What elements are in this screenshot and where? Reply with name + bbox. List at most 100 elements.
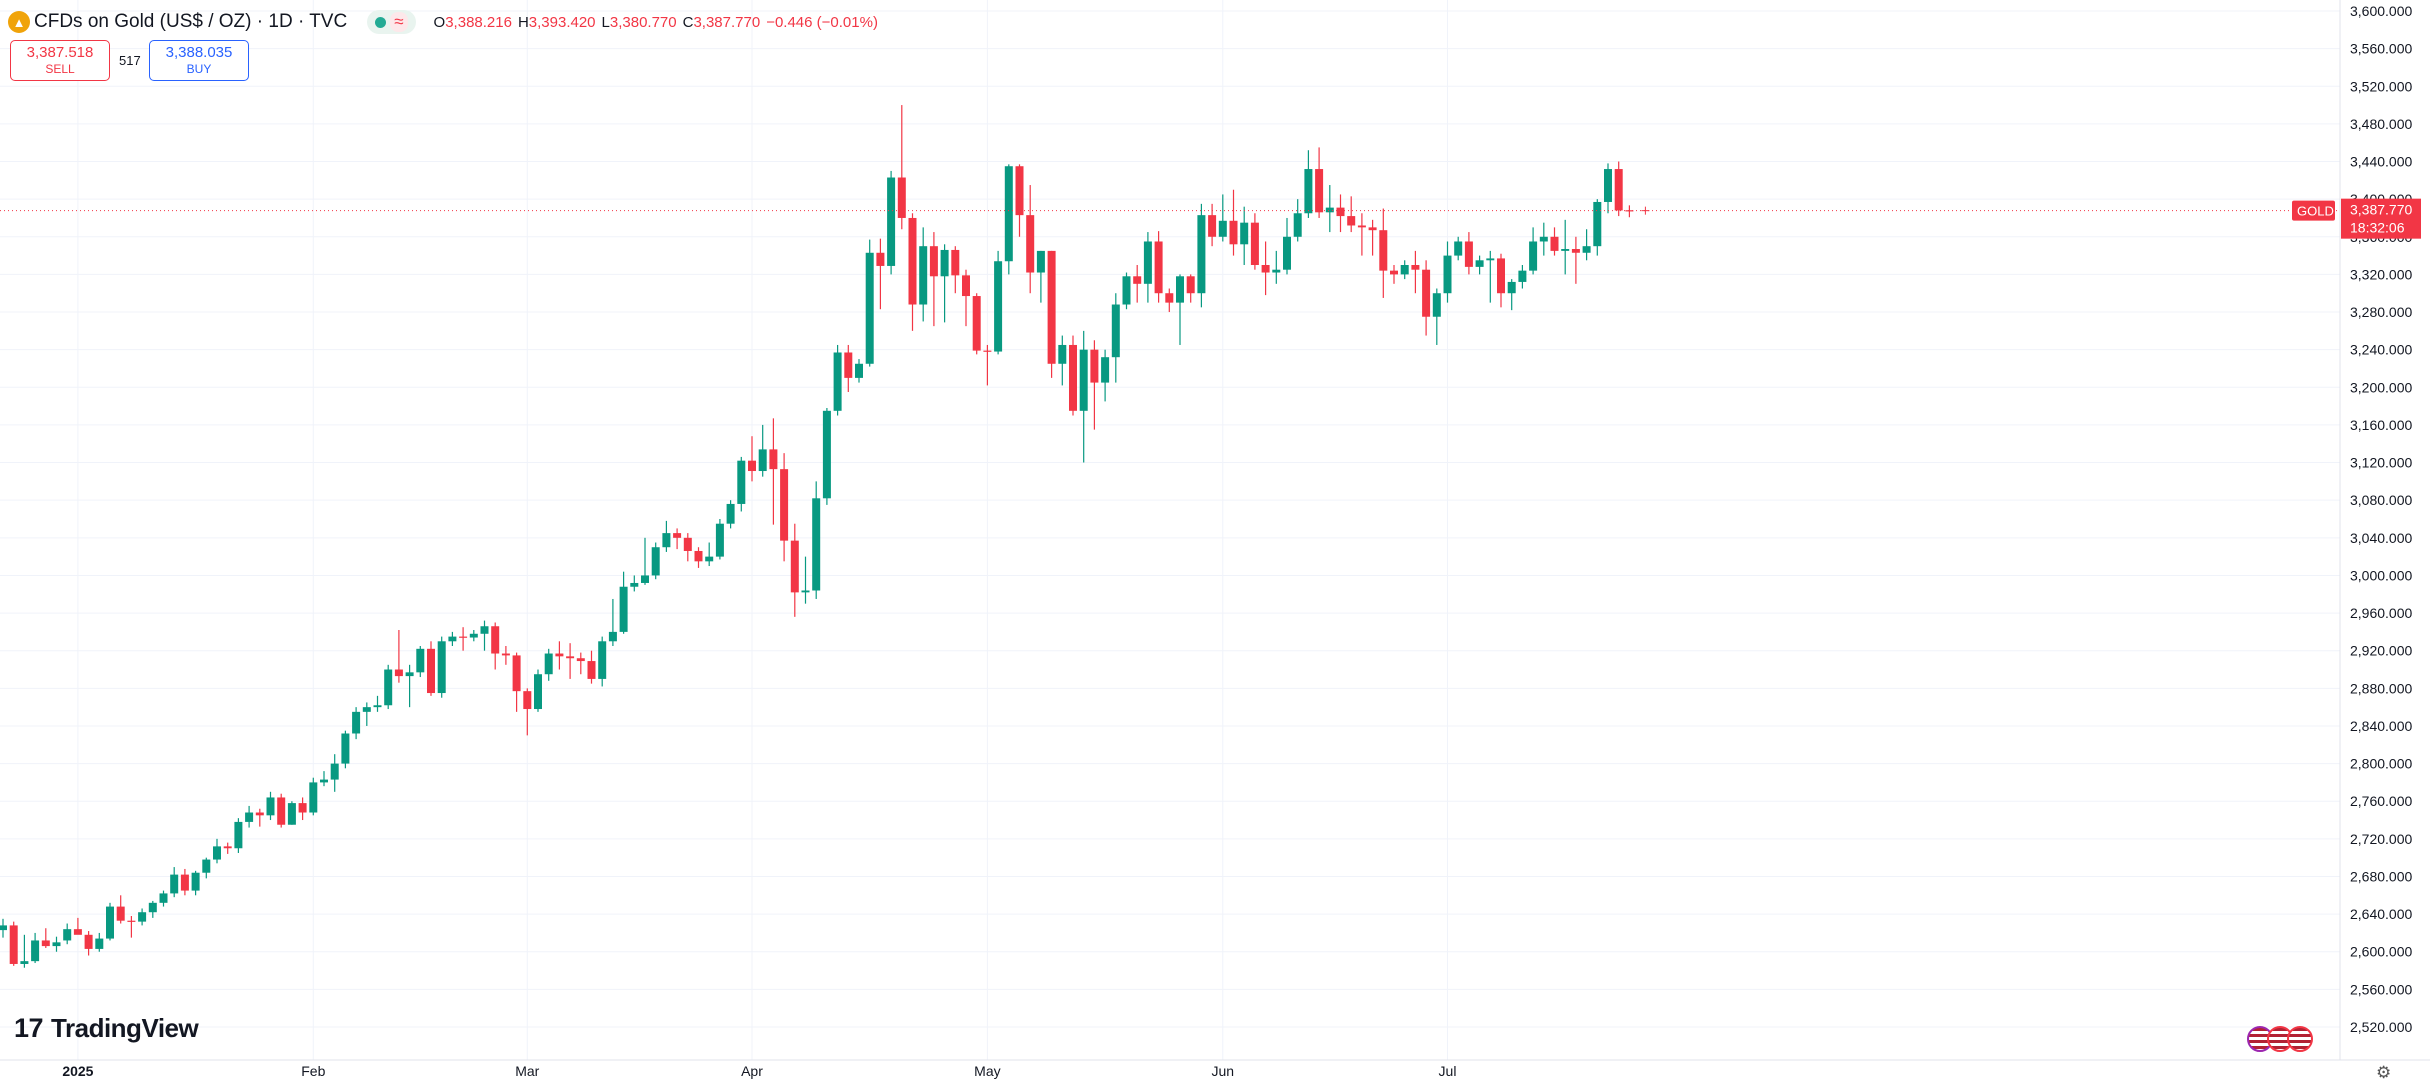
candle[interactable] bbox=[1133, 265, 1142, 303]
candle[interactable] bbox=[1507, 279, 1516, 311]
buy-button[interactable]: 3,388.035 BUY bbox=[149, 40, 249, 81]
candle[interactable] bbox=[1069, 335, 1077, 416]
candle[interactable] bbox=[994, 250, 1003, 355]
candle[interactable] bbox=[373, 695, 382, 712]
candle[interactable] bbox=[1336, 194, 1345, 233]
candle[interactable] bbox=[159, 890, 168, 907]
us-flag-icon[interactable] bbox=[2287, 1026, 2313, 1052]
candle[interactable] bbox=[566, 643, 575, 679]
candle[interactable] bbox=[191, 870, 200, 896]
candle[interactable] bbox=[180, 868, 189, 896]
candle[interactable] bbox=[298, 797, 307, 821]
candle[interactable] bbox=[1582, 229, 1591, 261]
candle[interactable] bbox=[1625, 205, 1634, 218]
settings-gear-icon[interactable]: ⚙ bbox=[2376, 1063, 2392, 1082]
candle[interactable] bbox=[758, 424, 767, 477]
candle[interactable] bbox=[255, 808, 264, 827]
candle[interactable] bbox=[790, 523, 799, 617]
candle[interactable] bbox=[1272, 250, 1281, 284]
candle[interactable] bbox=[1004, 164, 1013, 275]
candle[interactable] bbox=[1165, 288, 1174, 313]
candle[interactable] bbox=[1315, 147, 1324, 218]
candle[interactable] bbox=[491, 622, 500, 670]
candle[interactable] bbox=[1015, 164, 1024, 237]
candle[interactable] bbox=[234, 818, 243, 853]
candle[interactable] bbox=[1176, 274, 1184, 345]
candle[interactable] bbox=[352, 707, 361, 740]
candle[interactable] bbox=[1475, 255, 1484, 275]
candle[interactable] bbox=[138, 908, 147, 926]
candle[interactable] bbox=[31, 932, 40, 964]
candle[interactable] bbox=[608, 598, 617, 646]
candle[interactable] bbox=[127, 915, 136, 938]
candle[interactable] bbox=[1422, 260, 1431, 336]
candle[interactable] bbox=[480, 620, 489, 651]
candle[interactable] bbox=[662, 520, 671, 552]
candle[interactable] bbox=[544, 648, 553, 681]
candle[interactable] bbox=[887, 170, 896, 275]
candle[interactable] bbox=[534, 669, 542, 712]
candle[interactable] bbox=[1304, 150, 1313, 218]
candle[interactable] bbox=[84, 931, 93, 956]
candle[interactable] bbox=[801, 556, 810, 604]
candle[interactable] bbox=[1432, 288, 1441, 345]
candle[interactable] bbox=[1518, 265, 1527, 289]
candle[interactable] bbox=[1357, 213, 1366, 256]
candle[interactable] bbox=[148, 900, 157, 918]
candle[interactable] bbox=[1026, 185, 1035, 294]
candle[interactable] bbox=[1390, 265, 1398, 284]
candle[interactable] bbox=[309, 777, 318, 816]
candle[interactable] bbox=[641, 537, 649, 585]
tradingview-logo[interactable]: 17 TradingView bbox=[14, 1012, 199, 1044]
candle[interactable] bbox=[277, 793, 286, 828]
candle[interactable] bbox=[780, 453, 789, 562]
candle[interactable] bbox=[929, 232, 938, 327]
candle[interactable] bbox=[683, 533, 692, 562]
market-status[interactable]: ≈ bbox=[367, 10, 416, 34]
candle[interactable] bbox=[1379, 208, 1388, 298]
candle[interactable] bbox=[405, 664, 414, 708]
candle[interactable] bbox=[63, 923, 72, 945]
candle[interactable] bbox=[1047, 250, 1056, 378]
candle[interactable] bbox=[908, 213, 917, 331]
candle[interactable] bbox=[983, 344, 992, 386]
symbol-title[interactable]: CFDs on Gold (US$ / OZ) · 1D · TVC bbox=[34, 11, 348, 32]
candle[interactable] bbox=[1614, 161, 1623, 217]
candle[interactable] bbox=[427, 641, 435, 696]
candle[interactable] bbox=[1122, 272, 1131, 310]
candle[interactable] bbox=[416, 646, 425, 678]
candle[interactable] bbox=[448, 631, 457, 646]
candle[interactable] bbox=[962, 269, 970, 327]
candle[interactable] bbox=[1368, 219, 1377, 256]
candle[interactable] bbox=[855, 359, 863, 383]
candle[interactable] bbox=[630, 575, 639, 592]
candle[interactable] bbox=[940, 244, 949, 323]
candle[interactable] bbox=[1497, 253, 1505, 308]
candle[interactable] bbox=[651, 542, 660, 580]
candle[interactable] bbox=[951, 246, 960, 294]
candle[interactable] bbox=[1464, 232, 1473, 275]
candle[interactable] bbox=[769, 418, 778, 525]
candle[interactable] bbox=[1529, 227, 1538, 275]
candle[interactable] bbox=[598, 636, 607, 687]
candle[interactable] bbox=[245, 805, 254, 828]
candle[interactable] bbox=[287, 801, 296, 825]
candle[interactable] bbox=[673, 528, 682, 550]
candle[interactable] bbox=[266, 791, 275, 821]
candle[interactable] bbox=[844, 344, 853, 392]
candle[interactable] bbox=[1240, 206, 1249, 265]
gold-bars-icon[interactable]: ▲ bbox=[8, 11, 30, 33]
candle[interactable] bbox=[202, 857, 211, 879]
candle[interactable] bbox=[1400, 260, 1409, 280]
candle[interactable] bbox=[41, 928, 50, 948]
candle[interactable] bbox=[394, 630, 403, 683]
candle[interactable] bbox=[223, 842, 232, 854]
candle[interactable] bbox=[726, 500, 735, 529]
candle[interactable] bbox=[1325, 185, 1334, 233]
candle[interactable] bbox=[512, 652, 521, 712]
candle[interactable] bbox=[362, 702, 371, 726]
candle[interactable] bbox=[1111, 293, 1120, 383]
candle[interactable] bbox=[865, 239, 874, 367]
candle[interactable] bbox=[501, 646, 510, 665]
candle[interactable] bbox=[459, 627, 468, 651]
